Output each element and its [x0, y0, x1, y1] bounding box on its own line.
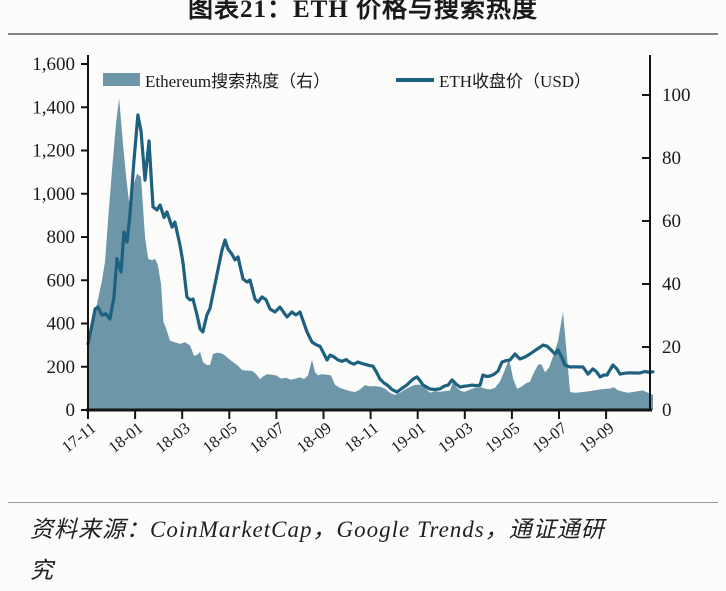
- source-note: 资料来源：CoinMarketCap，Google Trends，通证通研究: [30, 517, 605, 583]
- x-axis-tick-label: 18-01: [105, 418, 147, 457]
- x-axis-tick-label: 18-09: [293, 418, 335, 457]
- left-axis-tick-label: 1,600: [32, 54, 75, 75]
- left-axis-tick-label: 400: [47, 314, 76, 335]
- chart-canvas: 0 200 400 600 800 1,000 1,200 1,400 1,600 0 20 40 60…: [32, 54, 691, 457]
- x-axis-tick-label: 19-03: [434, 418, 476, 457]
- source-section: 资料来源：CoinMarketCap，Google Trends，通证通研究: [8, 502, 718, 591]
- axes-group: [81, 55, 652, 419]
- left-axis-tick-label: 0: [66, 400, 76, 421]
- x-axis-tick-label: 18-11: [341, 418, 383, 456]
- chart-title-bar: 图表21：ETH 价格与搜索热度: [8, 0, 718, 35]
- series-line-group: [86, 113, 655, 394]
- chart-title: 图表21：ETH 价格与搜索热度: [187, 0, 539, 23]
- left-axis-tick-label: 800: [47, 227, 76, 248]
- left-axis-tick-label: 200: [47, 357, 76, 378]
- series-area-group: [88, 98, 653, 410]
- eth-price-search-chart: 0 200 400 600 800 1,000 1,200 1,400 1,600 0 20 40 60…: [0, 35, 726, 495]
- line-series-eth-price: [86, 113, 655, 394]
- right-axis-tick-label: 0: [662, 400, 672, 421]
- x-axis-tick-label: 19-01: [387, 418, 429, 457]
- left-axis-tick-label: 1,200: [32, 141, 75, 162]
- left-axis-tick-label: 1,000: [32, 184, 75, 205]
- area-series-search-heat: [88, 98, 653, 410]
- x-axis-tick-label: 19-05: [481, 418, 523, 457]
- left-axis-tick-label: 1,400: [32, 97, 75, 118]
- right-axis-tick-label: 20: [662, 337, 681, 358]
- x-axis-tick-label: 19-07: [528, 418, 570, 457]
- right-axis-tick-label: 80: [662, 148, 681, 169]
- right-axis-tick-label: 100: [662, 85, 691, 106]
- x-axis-tick-label: 19-09: [576, 418, 618, 457]
- x-axis-tick-label: 18-03: [152, 418, 194, 457]
- x-axis-tick-label: 17-11: [58, 418, 100, 456]
- x-axis-tick-label: 18-07: [246, 418, 288, 457]
- right-axis-tick-label: 60: [662, 211, 681, 232]
- x-axis-tick-label: 18-05: [199, 418, 241, 457]
- right-axis-tick-label: 40: [662, 274, 681, 295]
- left-axis-tick-label: 600: [47, 270, 76, 291]
